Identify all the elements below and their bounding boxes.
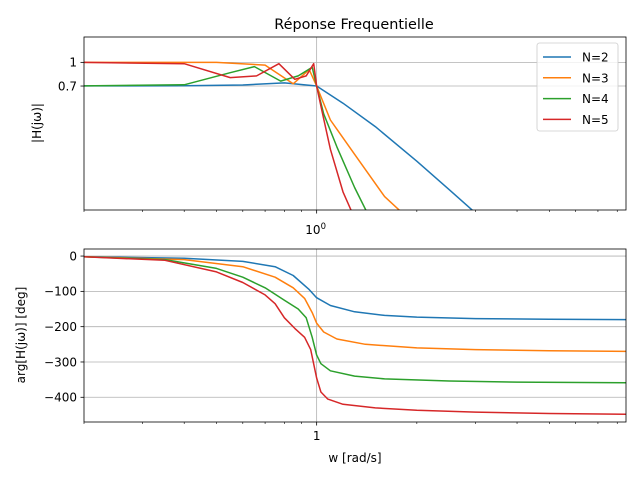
magnitude-ytick-label: 0.7	[58, 79, 77, 93]
phase-series-n3	[84, 256, 626, 353]
magnitude-plot: Réponse Frequentielle 100 1 0.7 |H(jω)| N=…	[30, 17, 627, 237]
phase-plot: 0 −100 −200 −300 −400 1 arg[H(jω)] [deg] w [r…	[14, 248, 627, 465]
magnitude-series-n5	[84, 61, 352, 210]
phase-ylabel: arg[H(jω)] [deg]	[14, 287, 28, 384]
legend-label: N=3	[582, 71, 609, 85]
magnitude-axes-frame	[83, 36, 627, 211]
magnitude-ytick-label: 1	[69, 56, 77, 70]
phase-ytick-label: −100	[44, 285, 77, 299]
magnitude-ylabel: |H(jω)|	[30, 103, 44, 143]
phase-axes-frame	[83, 248, 627, 423]
magnitude-series-n3	[84, 61, 401, 210]
legend-label: N=5	[582, 113, 609, 127]
phase-series-n4	[84, 256, 626, 384]
phase-ytick-label: −400	[44, 391, 77, 405]
magnitude-title: Réponse Frequentielle	[274, 17, 434, 33]
phase-series-n5	[84, 256, 626, 415]
magnitude-series-n2	[84, 82, 474, 210]
phase-xtick-label: 1	[313, 429, 321, 443]
phase-series-n2	[84, 256, 626, 321]
legend-label: N=2	[582, 51, 609, 65]
legend-frame	[536, 42, 619, 132]
legend: N=2 N=3 N=4 N=5	[536, 42, 619, 132]
phase-ytick-label: −300	[44, 355, 77, 369]
magnitude-xtick-label: 100	[305, 222, 326, 237]
phase-ytick-label: −200	[44, 320, 77, 334]
phase-xlabel: w [rad/s]	[328, 451, 381, 465]
magnitude-series-n4	[84, 65, 367, 210]
legend-label: N=4	[582, 92, 609, 106]
phase-ytick-label: 0	[69, 249, 77, 263]
